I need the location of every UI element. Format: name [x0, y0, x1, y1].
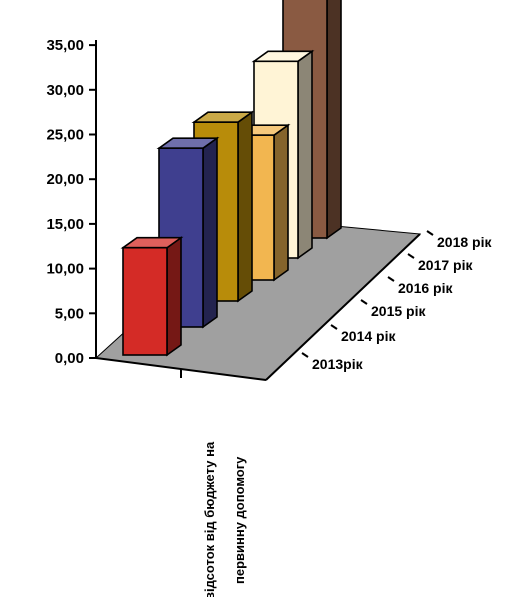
depth-tick-mark [301, 352, 309, 358]
y-tick-label: 25,00 [46, 127, 84, 144]
bars [120, 0, 342, 357]
depth-tick-mark [387, 276, 395, 282]
y-tick-label: 0,00 [55, 350, 84, 367]
bar-side [237, 110, 253, 303]
depth-tick-label: 2014 рік [341, 328, 396, 344]
bar-side [166, 236, 182, 357]
y-tick-label: 35,00 [46, 37, 84, 54]
depth-tick-mark [360, 299, 368, 305]
depth-tick-mark [407, 253, 415, 259]
bar-side [202, 136, 218, 329]
y-tick-label: 10,00 [46, 261, 84, 278]
bar-side [326, 0, 342, 240]
y-tick-label: 5,00 [55, 305, 84, 322]
depth-tick-label: 2016 рік [398, 280, 453, 296]
depth-tick-mark [426, 230, 434, 236]
category-label-line-2: первинну допомогу [232, 456, 247, 584]
depth-tick-mark [330, 324, 338, 330]
y-tick-label: 30,00 [46, 82, 84, 99]
category-label-line-1: відсоток від бюджету на [202, 441, 217, 597]
depth-tick-label: 2017 рік [418, 257, 473, 273]
y-axis: 0,00 5,00 10,00 15,00 20,00 25,00 30,00 35,00 [46, 37, 96, 367]
depth-tick-label: 2018 рік [437, 234, 492, 250]
depth-axis: 2013рік 2014 рік 2015 рік 2016 рік 2017 рік 2… [301, 230, 492, 372]
y-tick-label: 20,00 [46, 171, 84, 188]
y-tick-label: 15,00 [46, 216, 84, 233]
depth-tick-label: 2013рік [312, 356, 364, 372]
bar-side [297, 49, 313, 260]
depth-axis-line [265, 233, 421, 381]
bar-front [122, 246, 168, 356]
bar-side [273, 123, 289, 282]
depth-tick-label: 2015 рік [371, 303, 426, 319]
bar-2013рік [120, 236, 184, 357]
